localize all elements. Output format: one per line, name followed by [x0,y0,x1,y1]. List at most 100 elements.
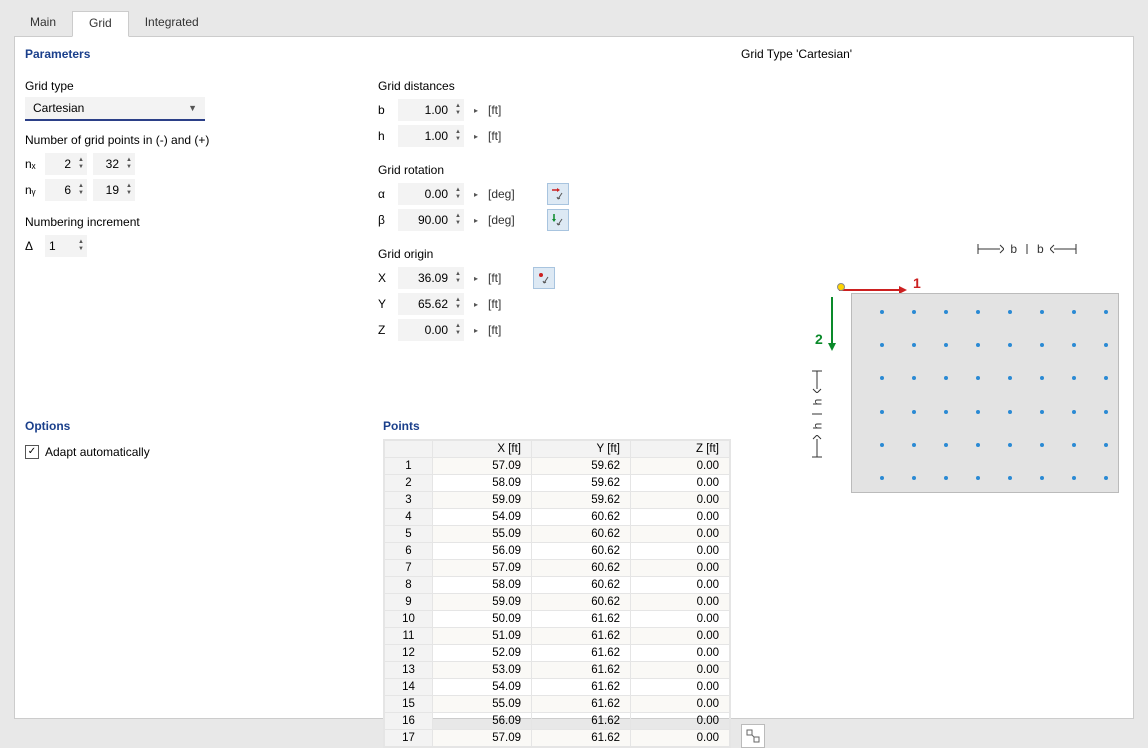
up-icon[interactable]: ▲ [123,157,135,164]
cell-y[interactable]: 61.62 [532,628,631,645]
cell-z[interactable]: 0.00 [631,543,730,560]
cell-y[interactable]: 60.62 [532,594,631,611]
cell-z[interactable]: 0.00 [631,509,730,526]
up-icon[interactable]: ▲ [75,183,87,190]
table-row[interactable]: 555.0960.620.00 [385,526,730,543]
down-icon[interactable]: ▼ [452,136,464,143]
cell-x[interactable]: 58.09 [433,475,532,492]
cell-y[interactable]: 59.62 [532,475,631,492]
nx-neg-input[interactable] [45,157,75,171]
cell-z[interactable]: 0.00 [631,713,730,730]
x-spinner[interactable]: ▲▼ [398,267,464,289]
alpha-spinner[interactable]: ▲▼ [398,183,464,205]
preview-tool-button[interactable] [741,724,765,748]
cell-x[interactable]: 57.09 [433,730,532,747]
pick-beta-button[interactable] [547,209,569,231]
cell-x[interactable]: 54.09 [433,509,532,526]
cell-y[interactable]: 61.62 [532,645,631,662]
cell-y[interactable]: 60.62 [532,509,631,526]
down-icon[interactable]: ▼ [123,190,135,197]
cell-x[interactable]: 56.09 [433,713,532,730]
beta-spinner[interactable]: ▲▼ [398,209,464,231]
up-icon[interactable]: ▲ [452,271,464,278]
table-row[interactable]: 454.0960.620.00 [385,509,730,526]
cell-x[interactable]: 57.09 [433,458,532,475]
menu-caret-icon[interactable]: ▸ [470,106,482,115]
down-icon[interactable]: ▼ [452,194,464,201]
menu-caret-icon[interactable]: ▸ [470,300,482,309]
delta-input[interactable] [45,239,75,253]
nx-pos-spinner[interactable]: ▲▼ [93,153,135,175]
z-input[interactable] [398,323,452,337]
ny-neg-spinner[interactable]: ▲▼ [45,179,87,201]
h-spinner[interactable]: ▲▼ [398,125,464,147]
table-row[interactable]: 1656.0961.620.00 [385,713,730,730]
ny-neg-input[interactable] [45,183,75,197]
cell-z[interactable]: 0.00 [631,696,730,713]
up-icon[interactable]: ▲ [123,183,135,190]
nx-pos-input[interactable] [93,157,123,171]
delta-spinner[interactable]: ▲▼ [45,235,87,257]
cell-z[interactable]: 0.00 [631,475,730,492]
tab-integrated[interactable]: Integrated [129,11,215,37]
table-row[interactable]: 757.0960.620.00 [385,560,730,577]
table-row[interactable]: 359.0959.620.00 [385,492,730,509]
b-spinner[interactable]: ▲▼ [398,99,464,121]
b-input[interactable] [398,103,452,117]
tab-grid[interactable]: Grid [72,11,129,37]
menu-caret-icon[interactable]: ▸ [470,216,482,225]
cell-z[interactable]: 0.00 [631,611,730,628]
table-row[interactable]: 1252.0961.620.00 [385,645,730,662]
cell-z[interactable]: 0.00 [631,594,730,611]
pick-origin-button[interactable] [533,267,555,289]
cell-y[interactable]: 60.62 [532,543,631,560]
cell-x[interactable]: 55.09 [433,696,532,713]
table-row[interactable]: 1555.0961.620.00 [385,696,730,713]
cell-y[interactable]: 61.62 [532,611,631,628]
z-spinner[interactable]: ▲▼ [398,319,464,341]
cell-y[interactable]: 61.62 [532,679,631,696]
cell-y[interactable]: 60.62 [532,560,631,577]
cell-x[interactable]: 51.09 [433,628,532,645]
menu-caret-icon[interactable]: ▸ [470,132,482,141]
cell-z[interactable]: 0.00 [631,679,730,696]
pick-alpha-button[interactable] [547,183,569,205]
table-row[interactable]: 959.0960.620.00 [385,594,730,611]
cell-x[interactable]: 57.09 [433,560,532,577]
cell-x[interactable]: 50.09 [433,611,532,628]
down-icon[interactable]: ▼ [75,164,87,171]
down-icon[interactable]: ▼ [452,110,464,117]
down-icon[interactable]: ▼ [75,190,87,197]
down-icon[interactable]: ▼ [75,246,87,253]
y-input[interactable] [398,297,452,311]
ny-pos-spinner[interactable]: ▲▼ [93,179,135,201]
points-scroll[interactable]: X [ft] Y [ft] Z [ft] 157.0959.620.00258.… [384,440,730,747]
cell-z[interactable]: 0.00 [631,526,730,543]
cell-z[interactable]: 0.00 [631,560,730,577]
adapt-checkbox[interactable]: ✓ Adapt automatically [25,445,373,459]
up-icon[interactable]: ▲ [452,323,464,330]
menu-caret-icon[interactable]: ▸ [470,326,482,335]
cell-y[interactable]: 59.62 [532,492,631,509]
table-row[interactable]: 1151.0961.620.00 [385,628,730,645]
up-icon[interactable]: ▲ [452,103,464,110]
table-row[interactable]: 858.0960.620.00 [385,577,730,594]
table-row[interactable]: 656.0960.620.00 [385,543,730,560]
y-spinner[interactable]: ▲▼ [398,293,464,315]
cell-z[interactable]: 0.00 [631,730,730,747]
down-icon[interactable]: ▼ [452,278,464,285]
table-row[interactable]: 157.0959.620.00 [385,458,730,475]
cell-x[interactable]: 52.09 [433,645,532,662]
cell-z[interactable]: 0.00 [631,458,730,475]
table-row[interactable]: 258.0959.620.00 [385,475,730,492]
table-row[interactable]: 1454.0961.620.00 [385,679,730,696]
cell-x[interactable]: 55.09 [433,526,532,543]
cell-z[interactable]: 0.00 [631,492,730,509]
grid-type-select[interactable]: Cartesian ▼ [25,97,205,121]
cell-z[interactable]: 0.00 [631,645,730,662]
cell-y[interactable]: 61.62 [532,696,631,713]
up-icon[interactable]: ▲ [452,129,464,136]
cell-z[interactable]: 0.00 [631,577,730,594]
cell-y[interactable]: 59.62 [532,458,631,475]
cell-y[interactable]: 61.62 [532,730,631,747]
